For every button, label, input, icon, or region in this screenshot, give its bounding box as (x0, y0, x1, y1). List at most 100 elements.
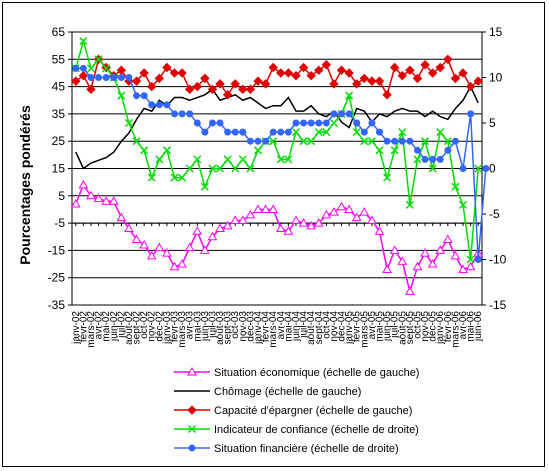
data-point-series-1 (298, 218, 309, 227)
data-point-series-5 (231, 128, 239, 136)
x-tick-label: sept-03 (223, 311, 234, 345)
x-tick-label: mars-04 (268, 311, 279, 348)
data-point-series-3 (162, 62, 172, 73)
data-point-series-4 (231, 164, 240, 173)
data-point-series-1 (184, 242, 195, 252)
data-point-series-4 (458, 200, 468, 209)
data-point-series-1 (177, 259, 187, 268)
data-point-series-5 (330, 110, 338, 118)
x-tick-label: juil-02 (116, 311, 127, 339)
data-point-series-4 (322, 128, 331, 137)
data-point-series-3 (147, 81, 157, 92)
data-point-series-5 (79, 64, 87, 72)
data-point-series-1 (230, 215, 241, 224)
data-point-series-5 (482, 165, 490, 172)
data-point-series-3 (443, 54, 453, 65)
data-point-series-4 (178, 173, 187, 182)
x-tick-label: déc-05 (428, 311, 439, 342)
x-tick-label: juin-02 (109, 311, 120, 342)
data-point-series-1 (359, 207, 370, 216)
data-point-series-5 (72, 64, 80, 72)
x-tick-label: juin-05 (382, 311, 393, 342)
data-point-series-4 (375, 146, 384, 155)
data-point-series-4 (367, 137, 376, 146)
data-point-series-3 (435, 62, 445, 73)
data-point-series-1 (162, 248, 172, 257)
data-point-series-3 (382, 90, 392, 100)
x-tick-label: mars-06 (450, 311, 461, 348)
x-tick-label: août-03 (215, 311, 226, 345)
data-point-series-1 (245, 209, 256, 219)
data-point-series-4 (155, 155, 164, 164)
y-tick-label-right: -5 (489, 207, 500, 221)
data-point-series-4 (200, 182, 209, 191)
data-point-series-5 (277, 128, 285, 136)
data-point-series-1 (450, 250, 461, 260)
data-point-series-5 (406, 137, 414, 145)
x-tick-label: févr-02 (78, 311, 89, 343)
data-point-series-1 (291, 215, 301, 224)
data-point-series-5 (421, 155, 429, 163)
data-point-series-5 (163, 101, 171, 109)
data-point-series-1 (412, 261, 423, 271)
x-tick-label: mars-02 (86, 311, 97, 348)
series-line-2 (75, 84, 479, 170)
data-point-series-3 (139, 68, 149, 78)
x-tick-label: févr-06 (443, 311, 454, 343)
data-point-series-4 (185, 164, 194, 173)
x-tick-label: août-04 (306, 311, 317, 345)
data-point-series-4 (383, 173, 392, 182)
data-point-series-1 (146, 250, 157, 260)
data-point-series-3 (412, 73, 423, 84)
data-point-series-3 (276, 68, 286, 78)
x-tick-label: juil-04 (299, 311, 310, 339)
data-point-series-3 (184, 84, 195, 95)
data-point-series-1 (154, 242, 165, 252)
x-tick-label: oct-04 (321, 311, 332, 339)
x-tick-label: oct-05 (412, 311, 423, 339)
data-point-series-3 (177, 68, 187, 78)
data-point-series-3 (131, 76, 142, 86)
data-point-series-3 (427, 68, 438, 78)
data-point-series-1 (78, 179, 89, 189)
data-point-series-4 (102, 64, 111, 73)
data-point-series-3 (253, 76, 263, 86)
data-point-series-3 (344, 68, 354, 78)
data-point-series-4 (208, 164, 217, 173)
x-tick-label: mai-06 (466, 311, 477, 342)
y-tick-label-left: -15 (48, 243, 66, 257)
data-point-series-5 (360, 128, 368, 136)
data-point-series-5 (269, 128, 277, 136)
data-point-series-1 (405, 286, 415, 295)
data-point-series-4 (345, 91, 354, 100)
data-point-series-5 (315, 119, 323, 127)
data-point-series-4 (443, 137, 452, 146)
data-point-series-3 (298, 62, 309, 73)
data-point-series-3 (450, 73, 461, 84)
data-point-series-1 (427, 259, 438, 268)
y-tick-label-left: 55 (52, 52, 66, 66)
data-point-series-1 (336, 201, 347, 211)
data-point-series-3 (367, 76, 377, 86)
x-tick-label: févr-04 (261, 311, 272, 343)
data-point-series-4 (428, 164, 437, 173)
data-point-series-1 (131, 234, 142, 243)
data-point-series-5 (284, 128, 292, 136)
data-point-series-5 (102, 74, 110, 81)
data-point-series-1 (420, 248, 430, 257)
data-point-series-4 (451, 182, 460, 191)
x-tick-label: mars-03 (177, 311, 188, 348)
data-point-series-4 (421, 137, 430, 146)
data-point-series-3 (215, 79, 225, 89)
y-tick-label-right: -10 (489, 253, 507, 267)
data-point-series-4 (193, 155, 202, 164)
x-tick-label: avr-02 (94, 311, 105, 340)
data-point-series-1 (268, 204, 279, 213)
data-point-series-4 (147, 173, 156, 182)
legend-marker-4 (187, 424, 197, 434)
data-point-series-1 (351, 212, 362, 222)
x-tick-label: oct-03 (230, 311, 241, 339)
data-point-series-4 (269, 137, 278, 146)
data-point-series-1 (382, 264, 392, 274)
data-point-series-4 (314, 128, 323, 137)
